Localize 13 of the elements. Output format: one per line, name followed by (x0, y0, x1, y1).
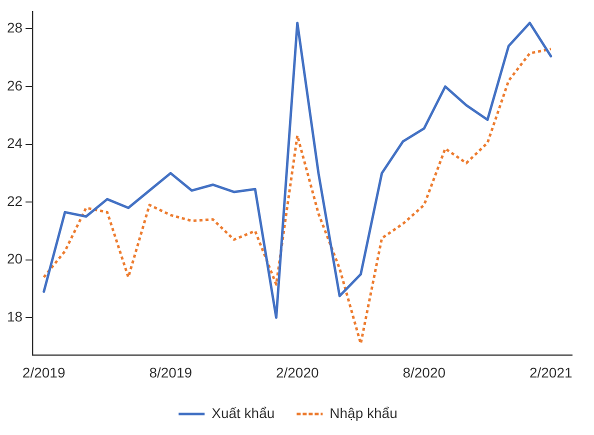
y-tick-label: 22 (6, 192, 23, 209)
legend-label: Xuất khẩu (212, 404, 275, 421)
x-tick-label: 2/2021 (529, 364, 572, 380)
y-tick-label: 24 (6, 135, 23, 152)
legend-label: Nhập khẩu (330, 404, 398, 421)
x-tick-label: 2/2020 (276, 364, 319, 380)
y-tick-label: 28 (6, 20, 23, 36)
y-tick-label: 26 (6, 77, 23, 94)
y-tick-label: 18 (6, 308, 23, 324)
y-tick-label: 20 (6, 250, 23, 267)
x-tick-label: 2/2019 (22, 364, 66, 380)
x-tick-label: 8/2020 (402, 364, 446, 380)
x-tick-label: 8/2019 (149, 364, 192, 380)
